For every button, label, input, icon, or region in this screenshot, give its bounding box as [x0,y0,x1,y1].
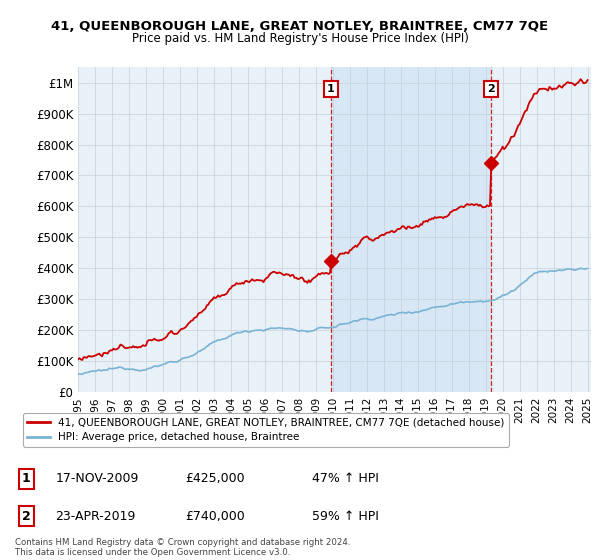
Text: 17-NOV-2009: 17-NOV-2009 [55,472,139,485]
Text: 23-APR-2019: 23-APR-2019 [55,510,136,523]
Text: 1: 1 [327,84,335,94]
Text: 1: 1 [22,472,31,485]
Text: Contains HM Land Registry data © Crown copyright and database right 2024.
This d: Contains HM Land Registry data © Crown c… [15,538,350,557]
Text: 2: 2 [487,84,495,94]
Text: 59% ↑ HPI: 59% ↑ HPI [311,510,379,523]
Text: 47% ↑ HPI: 47% ↑ HPI [311,472,379,485]
Text: £740,000: £740,000 [185,510,245,523]
Text: £425,000: £425,000 [185,472,244,485]
Text: 41, QUEENBOROUGH LANE, GREAT NOTLEY, BRAINTREE, CM77 7QE: 41, QUEENBOROUGH LANE, GREAT NOTLEY, BRA… [52,20,548,32]
Text: Price paid vs. HM Land Registry's House Price Index (HPI): Price paid vs. HM Land Registry's House … [131,32,469,45]
Legend: 41, QUEENBOROUGH LANE, GREAT NOTLEY, BRAINTREE, CM77 7QE (detached house), HPI: : 41, QUEENBOROUGH LANE, GREAT NOTLEY, BRA… [23,413,509,446]
Text: 2: 2 [22,510,31,523]
Bar [331,67,491,392]
